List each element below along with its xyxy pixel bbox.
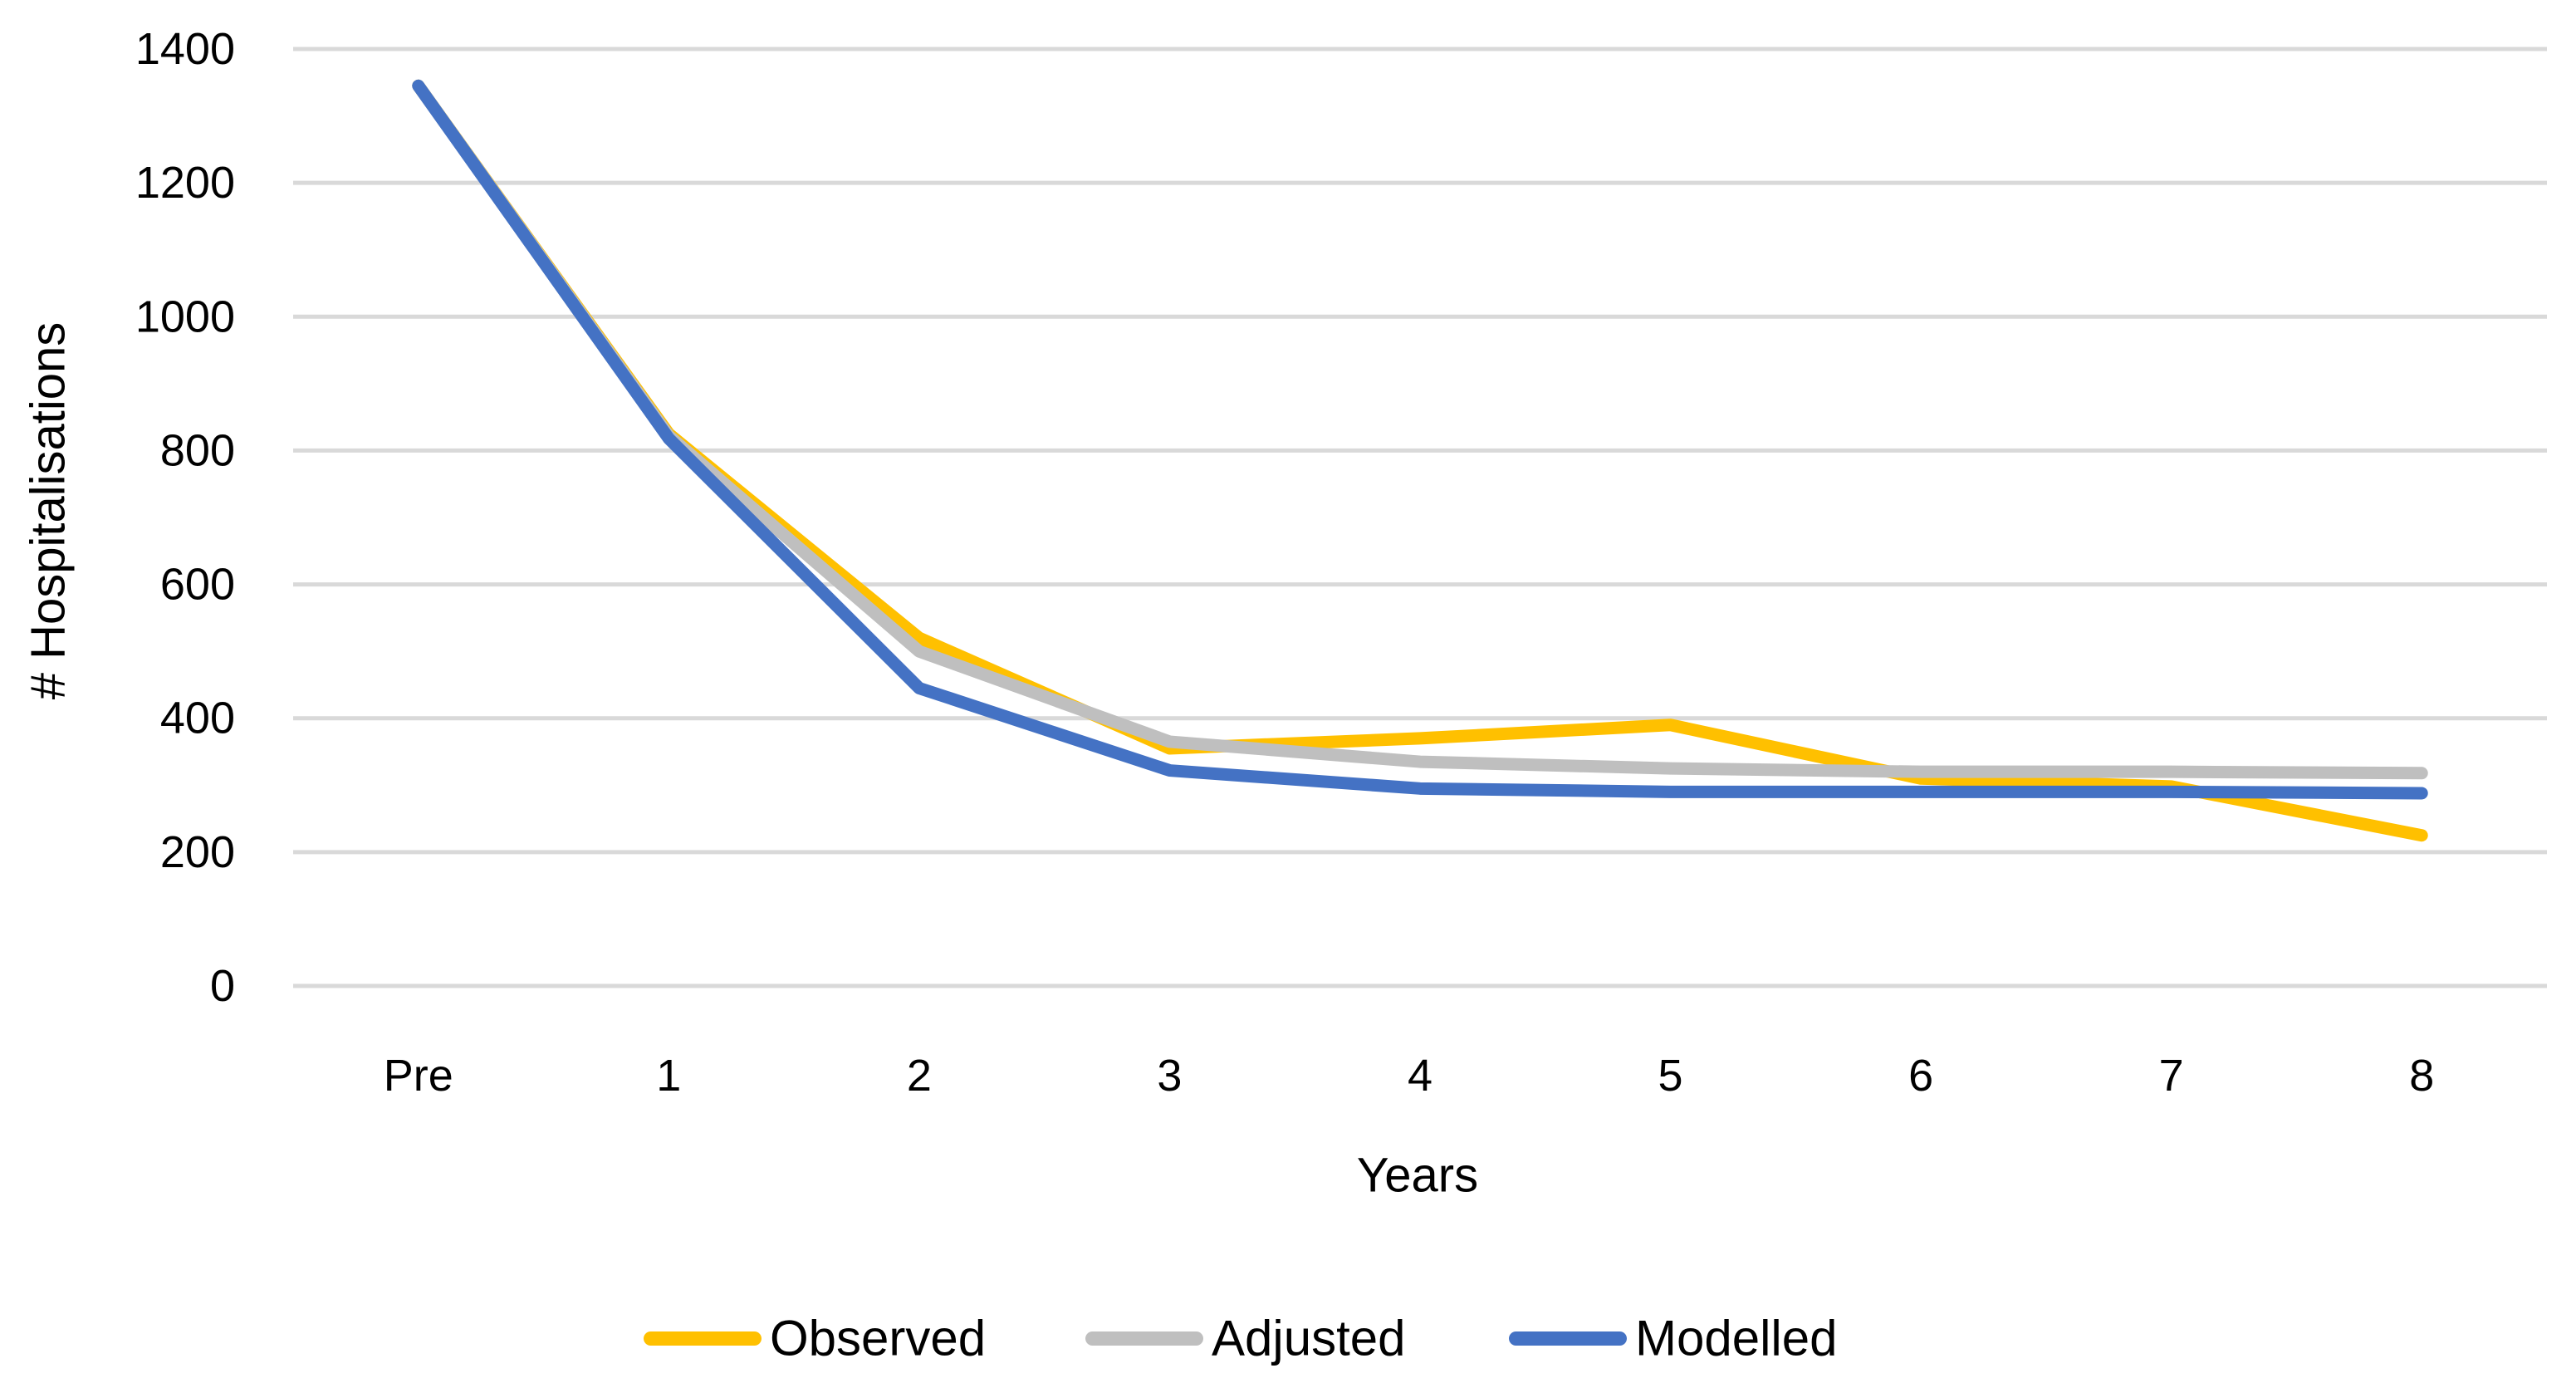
legend: Observed Adjusted Modelled <box>644 1311 1838 1366</box>
y-axis-title: # Hospitalisations <box>22 322 76 700</box>
y-tick-label-400: 400 <box>160 694 235 743</box>
legend-label-observed: Observed <box>770 1311 986 1366</box>
y-tick-label-1200: 1200 <box>135 158 235 208</box>
x-tick-label-5: 5 <box>1658 1051 1683 1101</box>
series-line-observed <box>412 79 2428 842</box>
y-axis-tick-labels: 0 200 400 600 800 1000 1200 1400 <box>135 24 235 1011</box>
gridlines <box>293 47 2547 988</box>
series-lines <box>412 79 2428 842</box>
x-tick-label-7: 7 <box>2159 1051 2184 1101</box>
series-line-adjusted <box>412 79 2428 780</box>
x-tick-label-1: 1 <box>656 1051 681 1101</box>
y-tick-label-600: 600 <box>160 560 235 610</box>
legend-item-observed: Observed <box>644 1311 986 1366</box>
legend-item-modelled: Modelled <box>1509 1311 1838 1366</box>
x-tick-label-2: 2 <box>907 1051 932 1101</box>
adjusted-line-swatch-icon <box>1085 1331 1203 1346</box>
x-axis-title: Years <box>1357 1149 1478 1203</box>
x-axis-tick-labels: Pre 1 2 3 4 5 6 7 8 <box>384 1051 2434 1101</box>
x-tick-label-4: 4 <box>1408 1051 1432 1101</box>
x-tick-label-3: 3 <box>1157 1051 1182 1101</box>
legend-item-adjusted: Adjusted <box>1085 1311 1406 1366</box>
x-tick-label-6: 6 <box>1908 1051 1933 1101</box>
legend-label-adjusted: Adjusted <box>1212 1311 1406 1366</box>
x-tick-label-pre: Pre <box>384 1051 453 1101</box>
y-tick-label-0: 0 <box>210 961 235 1011</box>
series-line-modelled <box>412 79 2428 800</box>
y-tick-label-200: 200 <box>160 827 235 877</box>
modelled-line-swatch-icon <box>1509 1331 1627 1346</box>
y-tick-label-1400: 1400 <box>135 24 235 74</box>
y-tick-label-800: 800 <box>160 425 235 475</box>
observed-line-swatch-icon <box>644 1331 762 1346</box>
y-tick-label-1000: 1000 <box>135 292 235 341</box>
x-tick-label-8: 8 <box>2409 1051 2434 1101</box>
legend-label-modelled: Modelled <box>1635 1311 1838 1366</box>
